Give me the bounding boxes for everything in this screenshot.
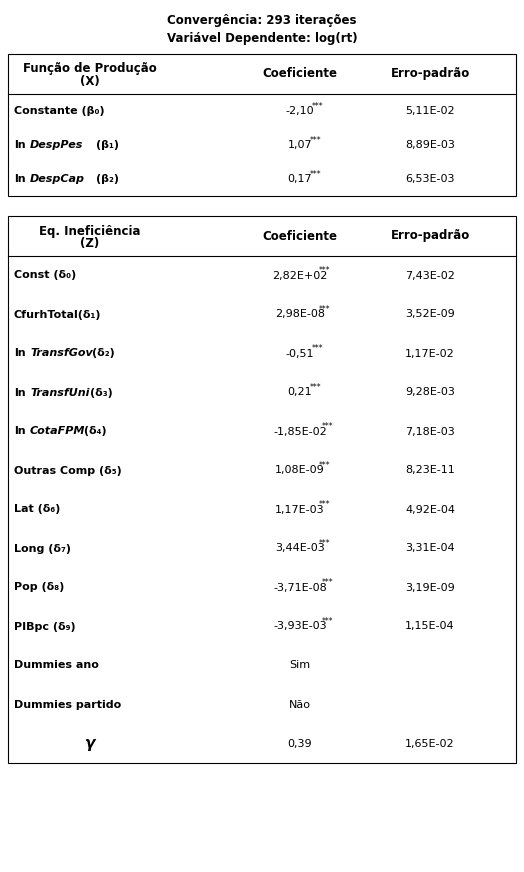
Text: -3,93E-03: -3,93E-03 [273,622,327,631]
Text: PIBpc (δ₉): PIBpc (δ₉) [14,622,75,631]
Text: -0,51: -0,51 [286,349,314,358]
Text: DespPes: DespPes [30,140,83,150]
Text: 5,11E-02: 5,11E-02 [405,106,455,116]
Text: CotaFPM: CotaFPM [30,426,85,437]
Text: ***: *** [319,266,331,275]
Text: 1,15E-04: 1,15E-04 [405,622,455,631]
Text: 1,17E-02: 1,17E-02 [405,349,455,358]
Text: CfurhTotal(δ₁): CfurhTotal(δ₁) [14,310,102,319]
Text: Long (δ₇): Long (δ₇) [14,543,71,554]
Text: 7,43E-02: 7,43E-02 [405,270,455,281]
Text: ***: *** [312,101,324,111]
Text: 1,17E-03: 1,17E-03 [275,505,325,514]
Text: Coeficiente: Coeficiente [263,229,337,242]
Text: Erro-padrão: Erro-padrão [390,229,470,242]
Text: TransfGov: TransfGov [30,349,93,358]
Text: Outras Comp (δ₅): Outras Comp (δ₅) [14,466,122,475]
Text: ***: *** [319,305,331,314]
Text: 1,08E-09: 1,08E-09 [275,466,325,475]
Text: Erro-padrão: Erro-padrão [390,67,470,80]
Text: -3,71E-08: -3,71E-08 [273,582,327,592]
Text: Const (δ₀): Const (δ₀) [14,270,77,281]
Text: 7,18E-03: 7,18E-03 [405,426,455,437]
Text: ln: ln [14,426,26,437]
Text: 3,31E-04: 3,31E-04 [405,543,455,554]
Text: ln: ln [14,140,26,150]
Text: Não: Não [289,699,311,710]
Text: (δ₄): (δ₄) [80,426,106,437]
Text: (X): (X) [80,76,100,88]
Text: 3,19E-09: 3,19E-09 [405,582,455,592]
Text: Coeficiente: Coeficiente [263,67,337,80]
Text: Lat (δ₆): Lat (δ₆) [14,505,60,514]
Text: ***: *** [322,617,333,626]
Text: 0,39: 0,39 [288,739,312,748]
Text: γ: γ [85,736,95,751]
Text: Eq. Ineficiência: Eq. Ineficiência [39,224,141,237]
Text: ***: *** [322,422,333,431]
Text: 6,53E-03: 6,53E-03 [405,174,455,184]
Text: ***: *** [312,344,324,353]
Text: -2,10: -2,10 [286,106,314,116]
Text: 9,28E-03: 9,28E-03 [405,387,455,398]
Text: 0,21: 0,21 [288,387,312,398]
Text: ln: ln [14,349,26,358]
Bar [8,54,516,196]
Bar [8,216,516,763]
Text: Variável Dependente: log(rt): Variável Dependente: log(rt) [167,32,357,45]
Text: 2,82E+02: 2,82E+02 [272,270,328,281]
Text: (δ₃): (δ₃) [90,387,113,398]
Text: DespCap: DespCap [30,174,85,184]
Text: (β₁): (β₁) [96,140,119,150]
Text: Função de Produção: Função de Produção [23,63,157,76]
Text: (Z): (Z) [80,237,100,250]
Text: ***: *** [319,461,331,470]
Text: 3,44E-03: 3,44E-03 [275,543,325,554]
Text: ln: ln [14,174,26,184]
Text: 3,52E-09: 3,52E-09 [405,310,455,319]
Text: 0,17: 0,17 [288,174,312,184]
Text: TransfUni: TransfUni [30,387,90,398]
Text: ***: *** [310,383,321,392]
Text: ln: ln [14,387,26,398]
Text: ***: *** [319,500,331,509]
Text: 1,65E-02: 1,65E-02 [405,739,455,748]
Text: (δ₂): (δ₂) [92,349,115,358]
Text: ***: *** [319,539,331,548]
Text: Pop (δ₈): Pop (δ₈) [14,582,64,592]
Text: 1,07: 1,07 [288,140,312,150]
Text: 8,23E-11: 8,23E-11 [405,466,455,475]
Text: 4,92E-04: 4,92E-04 [405,505,455,514]
Text: Convergência: 293 iterações: Convergência: 293 iterações [167,15,357,28]
Text: Sim: Sim [289,660,311,671]
Text: Constante (β₀): Constante (β₀) [14,106,105,116]
Text: Dummies partido: Dummies partido [14,699,121,710]
Text: 8,89E-03: 8,89E-03 [405,140,455,150]
Text: 2,98E-08: 2,98E-08 [275,310,325,319]
Text: ***: *** [322,578,333,587]
Text: ***: *** [310,169,321,179]
Text: ***: *** [310,135,321,145]
Text: Dummies ano: Dummies ano [14,660,99,671]
Text: (β₂): (β₂) [96,174,119,184]
Text: -1,85E-02: -1,85E-02 [273,426,327,437]
